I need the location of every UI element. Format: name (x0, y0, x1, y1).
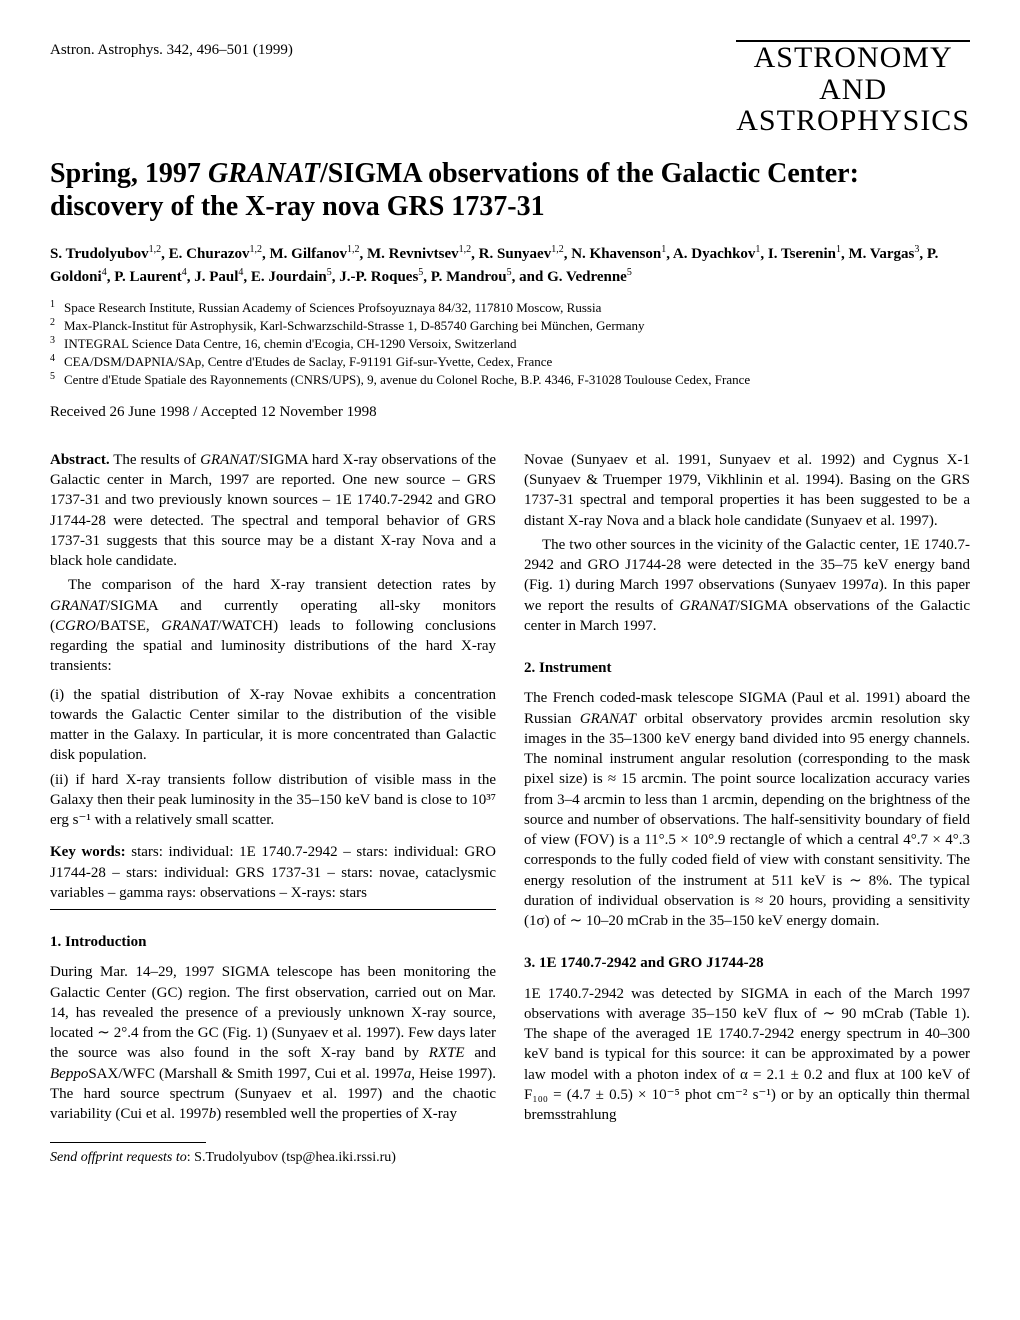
author-list: S. Trudolyubov1,2, E. Churazov1,2, M. Gi… (50, 242, 970, 289)
abstract-paragraph-1: Abstract. The results of GRANAT/SIGMA ha… (50, 450, 496, 572)
affiliation-line: 3INTEGRAL Science Data Centre, 16, chemi… (50, 335, 970, 353)
journal-reference: Astron. Astrophys. 342, 496–501 (1999) (50, 40, 293, 60)
abstract-paragraph-2: The comparison of the hard X-ray transie… (50, 575, 496, 676)
page-header: Astron. Astrophys. 342, 496–501 (1999) A… (50, 40, 970, 137)
footnote-divider (50, 1142, 206, 1143)
logo-line-1: ASTRONOMY (736, 42, 970, 74)
section-2-paragraph-1: The French coded-mask telescope SIGMA (P… (524, 688, 970, 931)
footnote-text: : S.Trudolyubov (tsp@hea.iki.rssi.ru) (187, 1150, 396, 1165)
section-2-heading: 2. Instrument (524, 658, 970, 678)
section-3-heading: 3. 1E 1740.7-2942 and GRO J1744-28 (524, 953, 970, 973)
section-1-heading: 1. Introduction (50, 932, 496, 952)
affiliation-line: 2Max-Planck-Institut für Astrophysik, Ka… (50, 317, 970, 335)
received-accepted: Received 26 June 1998 / Accepted 12 Nove… (50, 402, 970, 422)
affiliations: 1Space Research Institute, Russian Acade… (50, 299, 970, 390)
logo-line-3: ASTROPHYSICS (736, 105, 970, 137)
section-1-paragraph-1: During Mar. 14–29, 1997 SIGMA telescope … (50, 962, 496, 1124)
right-paragraph-1: Novae (Sunyaev et al. 1991, Sunyaev et a… (524, 450, 970, 531)
keywords-label: Key words: (50, 844, 126, 860)
right-paragraph-2: The two other sources in the vicinity of… (524, 535, 970, 636)
right-column: Novae (Sunyaev et al. 1991, Sunyaev et a… (524, 450, 970, 1168)
left-column: Abstract. The results of GRANAT/SIGMA ha… (50, 450, 496, 1168)
journal-logo: ASTRONOMY AND ASTROPHYSICS (736, 40, 970, 137)
offprint-footnote: Send offprint requests to: S.Trudolyubov… (50, 1149, 496, 1168)
divider (50, 909, 496, 910)
conclusion-i: (i) the spatial distribution of X-ray No… (50, 685, 496, 766)
abstract-text-1: The results of GRANAT/SIGMA hard X-ray o… (50, 452, 496, 569)
abstract-label: Abstract. (50, 452, 110, 468)
logo-line-2: AND (736, 74, 970, 106)
conclusion-ii: (ii) if hard X-ray transients follow dis… (50, 770, 496, 831)
affiliation-line: 4CEA/DSM/DAPNIA/SAp, Centre d'Etudes de … (50, 353, 970, 371)
affiliation-line: 5Centre d'Etude Spatiale des Rayonnement… (50, 371, 970, 389)
footnote-label: Send offprint requests to (50, 1150, 187, 1165)
two-column-body: Abstract. The results of GRANAT/SIGMA ha… (50, 450, 970, 1168)
affiliation-line: 1Space Research Institute, Russian Acade… (50, 299, 970, 317)
keywords: Key words: stars: individual: 1E 1740.7-… (50, 842, 496, 903)
paper-title: Spring, 1997 GRANAT/SIGMA observations o… (50, 157, 970, 224)
section-3-paragraph-1: 1E 1740.7-2942 was detected by SIGMA in … (524, 984, 970, 1126)
